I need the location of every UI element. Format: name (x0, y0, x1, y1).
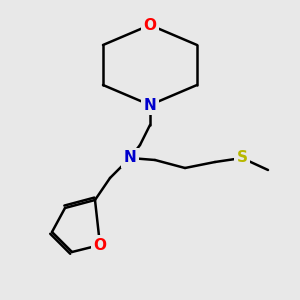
Text: S: S (236, 151, 247, 166)
Text: N: N (144, 98, 156, 112)
Text: O: O (94, 238, 106, 253)
Text: N: N (124, 151, 136, 166)
Text: O: O (143, 17, 157, 32)
